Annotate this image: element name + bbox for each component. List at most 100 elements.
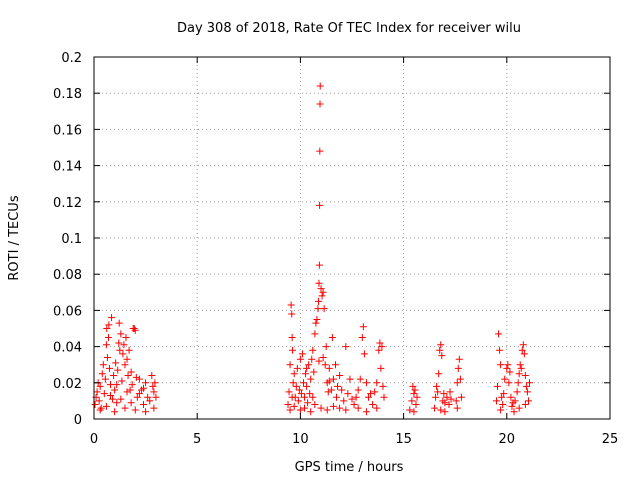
- y-tick-label: 0.2: [61, 51, 82, 66]
- data-point: [112, 359, 120, 367]
- data-point: [308, 355, 316, 363]
- data-point: [456, 375, 464, 383]
- data-point: [519, 341, 527, 349]
- data-point: [298, 350, 306, 358]
- data-point: [340, 397, 348, 405]
- data-point: [290, 402, 298, 410]
- data-point: [413, 393, 421, 401]
- x-axis-label: GPS time / hours: [295, 460, 404, 475]
- data-point: [288, 334, 296, 342]
- y-tick-label: 0.12: [53, 196, 82, 211]
- data-point: [305, 361, 313, 369]
- data-point: [441, 408, 449, 416]
- data-point: [135, 390, 143, 398]
- data-point: [314, 305, 322, 313]
- data-point: [98, 370, 106, 378]
- data-point: [516, 361, 524, 369]
- data-point: [521, 401, 529, 409]
- x-tick-label: 5: [193, 432, 201, 447]
- data-point: [436, 346, 444, 354]
- data-point: [318, 292, 326, 300]
- y-tick-label: 0.16: [53, 123, 82, 138]
- data-point: [316, 82, 324, 90]
- data-point: [323, 406, 331, 414]
- data-point: [306, 390, 314, 398]
- data-point: [142, 408, 150, 416]
- x-tick-label: 0: [90, 432, 98, 447]
- data-point: [501, 375, 509, 383]
- data-point: [302, 370, 310, 378]
- data-point: [521, 372, 529, 380]
- data-point: [113, 399, 121, 407]
- data-point: [99, 361, 107, 369]
- data-point: [96, 406, 104, 414]
- data-point: [441, 399, 449, 407]
- data-point: [342, 406, 350, 414]
- data-point: [304, 399, 312, 407]
- data-point: [440, 390, 448, 398]
- data-point: [522, 382, 530, 390]
- data-point: [142, 379, 150, 387]
- data-point: [288, 393, 296, 401]
- data-point: [492, 397, 500, 405]
- data-point: [453, 404, 461, 412]
- data-point: [115, 319, 123, 327]
- data-point: [303, 364, 311, 372]
- data-point: [316, 100, 324, 108]
- data-point: [380, 393, 388, 401]
- data-point: [295, 386, 303, 394]
- data-point: [315, 279, 323, 287]
- data-point: [520, 350, 528, 358]
- y-axis-ticks: 0 0.02 0.04 0.06 0.08 0.1 0.12 0.14 0.16 0.18 0.2: [53, 51, 610, 428]
- data-point: [319, 353, 327, 361]
- data-point: [150, 388, 158, 396]
- data-point: [119, 350, 127, 358]
- data-point: [329, 375, 337, 383]
- data-point: [107, 391, 115, 399]
- data-point: [123, 388, 131, 396]
- data-point: [320, 305, 328, 313]
- data-point: [95, 397, 103, 405]
- data-point: [524, 397, 532, 405]
- data-point: [294, 397, 302, 405]
- data-point: [410, 390, 418, 398]
- y-tick-label: 0.14: [53, 160, 82, 175]
- data-point: [523, 388, 531, 396]
- x-axis-ticks: 0 5 10 15 20 25: [90, 57, 618, 447]
- data-point: [96, 382, 104, 390]
- data-point: [115, 339, 123, 347]
- data-point: [334, 382, 342, 390]
- data-point: [438, 352, 446, 360]
- data-point: [321, 361, 329, 369]
- data-point: [130, 325, 138, 332]
- y-tick-label: 0.1: [61, 232, 82, 247]
- data-point: [495, 330, 503, 338]
- data-point: [297, 390, 305, 398]
- data-point: [526, 379, 534, 387]
- x-tick-label: 20: [499, 432, 516, 447]
- y-axis-label: ROTI / TECUs: [7, 195, 22, 280]
- data-point: [494, 382, 502, 390]
- data-point: [293, 364, 301, 372]
- data-point: [121, 361, 129, 369]
- data-point: [135, 375, 143, 383]
- data-point: [116, 346, 124, 354]
- data-point: [350, 401, 358, 409]
- data-point: [369, 401, 377, 409]
- data-point: [354, 404, 362, 412]
- data-point: [111, 408, 119, 416]
- data-point: [511, 397, 519, 405]
- data-point: [375, 346, 383, 354]
- data-point: [91, 401, 99, 409]
- data-point: [144, 393, 152, 401]
- data-point: [515, 404, 523, 412]
- data-point: [123, 355, 131, 363]
- data-point: [317, 404, 325, 412]
- data-point: [433, 382, 441, 390]
- data-point: [412, 401, 420, 409]
- data-point: [299, 379, 307, 387]
- data-point: [377, 364, 385, 372]
- data-point: [406, 406, 414, 414]
- data-point: [307, 375, 315, 383]
